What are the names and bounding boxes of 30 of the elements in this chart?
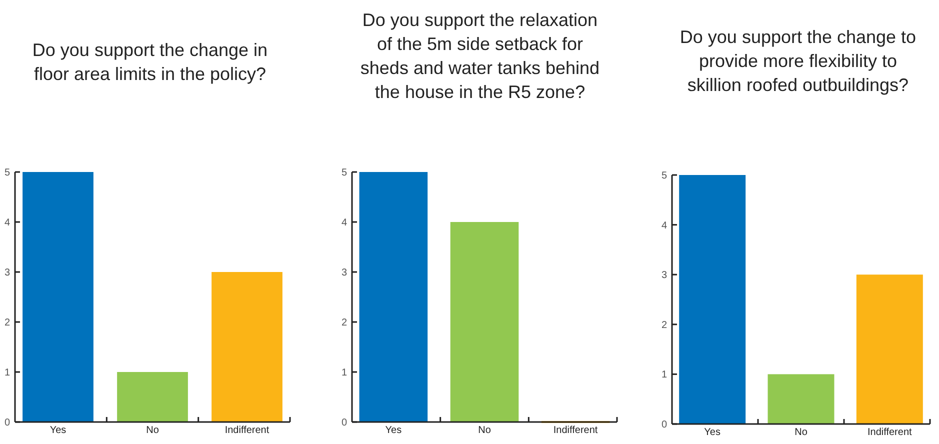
x-tick-label: Indifferent <box>868 427 912 438</box>
y-tick-label: 0 <box>661 420 668 430</box>
chart-title: Do you support the relaxation of the 5m side setback for sheds and water tanks behind the house in the R5 zone? <box>360 10 600 102</box>
x-tick-label: No <box>146 425 160 436</box>
y-tick-label: 4 <box>661 220 668 232</box>
y-tick-label: 1 <box>661 370 668 381</box>
y-tick-label: 2 <box>661 320 668 331</box>
x-tick-label: Indifferent <box>553 425 598 436</box>
chart-title: Do you support the change to provide more flexibility to skillion roofed outbuildings? <box>680 27 916 95</box>
y-tick-label: 2 <box>341 318 348 328</box>
y-tick-label: 2 <box>4 318 10 328</box>
x-tick-label: Indifferent <box>224 425 270 436</box>
x-tick-label: No <box>794 427 808 438</box>
y-tick-label: 5 <box>4 168 10 178</box>
x-tick-label: Yes <box>50 425 66 436</box>
y-tick-label: 3 <box>4 268 10 278</box>
y-tick-label: 4 <box>4 218 10 228</box>
x-tick-label: No <box>478 425 492 436</box>
y-tick-label: 1 <box>4 368 10 378</box>
y-tick-label: 0 <box>341 418 348 428</box>
y-tick-label: 5 <box>341 168 348 178</box>
y-tick-label: 1 <box>341 368 348 378</box>
y-tick-label: 3 <box>661 270 668 282</box>
x-tick-label: Yes <box>385 425 402 436</box>
chart-title: Do you support the change in floor area limits in the policy? <box>32 40 268 84</box>
y-tick-label: 3 <box>341 268 348 278</box>
y-tick-label: 0 <box>4 418 10 428</box>
y-tick-label: 4 <box>341 218 348 228</box>
x-tick-label: Yes <box>704 427 721 438</box>
y-tick-label: 5 <box>661 170 668 182</box>
